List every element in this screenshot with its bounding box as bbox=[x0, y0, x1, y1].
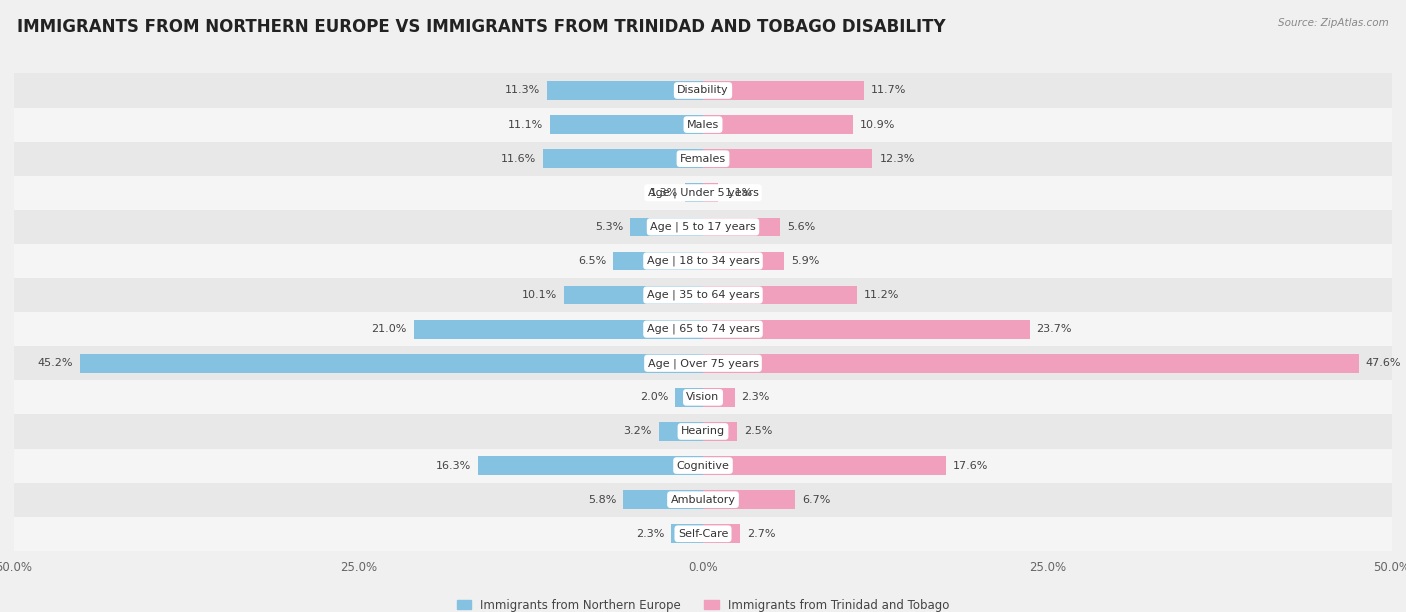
Bar bbox=[14, 449, 1392, 483]
Text: 21.0%: 21.0% bbox=[371, 324, 406, 334]
Text: 3.2%: 3.2% bbox=[624, 427, 652, 436]
Text: IMMIGRANTS FROM NORTHERN EUROPE VS IMMIGRANTS FROM TRINIDAD AND TOBAGO DISABILIT: IMMIGRANTS FROM NORTHERN EUROPE VS IMMIG… bbox=[17, 18, 945, 36]
Bar bbox=[550, 115, 703, 134]
Text: 10.1%: 10.1% bbox=[522, 290, 557, 300]
Bar bbox=[14, 73, 1392, 108]
Text: Age | Under 5 years: Age | Under 5 years bbox=[648, 187, 758, 198]
Bar bbox=[80, 354, 703, 373]
Text: 47.6%: 47.6% bbox=[1365, 358, 1402, 368]
Bar bbox=[14, 141, 1392, 176]
Text: Age | 5 to 17 years: Age | 5 to 17 years bbox=[650, 222, 756, 232]
Bar bbox=[14, 517, 1392, 551]
Text: 11.3%: 11.3% bbox=[505, 86, 540, 95]
Text: 10.9%: 10.9% bbox=[860, 119, 896, 130]
Text: 2.3%: 2.3% bbox=[741, 392, 770, 402]
Bar bbox=[703, 217, 780, 236]
Bar bbox=[14, 176, 1392, 210]
Text: 45.2%: 45.2% bbox=[38, 358, 73, 368]
Text: Disability: Disability bbox=[678, 86, 728, 95]
Bar bbox=[703, 388, 735, 407]
Text: Females: Females bbox=[681, 154, 725, 163]
Bar bbox=[675, 388, 703, 407]
Bar bbox=[14, 380, 1392, 414]
Text: Source: ZipAtlas.com: Source: ZipAtlas.com bbox=[1278, 18, 1389, 28]
Bar bbox=[14, 483, 1392, 517]
Text: 2.7%: 2.7% bbox=[747, 529, 776, 539]
Text: 11.7%: 11.7% bbox=[872, 86, 907, 95]
Bar bbox=[685, 184, 703, 202]
Text: 2.0%: 2.0% bbox=[640, 392, 669, 402]
Bar bbox=[703, 252, 785, 271]
Text: Hearing: Hearing bbox=[681, 427, 725, 436]
Text: 6.7%: 6.7% bbox=[803, 494, 831, 505]
Bar bbox=[703, 456, 945, 475]
Text: Cognitive: Cognitive bbox=[676, 461, 730, 471]
Bar bbox=[671, 524, 703, 543]
Bar bbox=[703, 422, 738, 441]
Bar bbox=[703, 490, 796, 509]
Bar bbox=[14, 278, 1392, 312]
Text: 2.5%: 2.5% bbox=[744, 427, 773, 436]
Bar bbox=[14, 244, 1392, 278]
Text: 1.3%: 1.3% bbox=[650, 188, 678, 198]
Bar bbox=[478, 456, 703, 475]
Text: Ambulatory: Ambulatory bbox=[671, 494, 735, 505]
Bar bbox=[564, 286, 703, 304]
Bar bbox=[703, 320, 1029, 338]
Text: 5.6%: 5.6% bbox=[787, 222, 815, 232]
Bar bbox=[14, 312, 1392, 346]
Text: 11.6%: 11.6% bbox=[501, 154, 536, 163]
Text: Self-Care: Self-Care bbox=[678, 529, 728, 539]
Text: 16.3%: 16.3% bbox=[436, 461, 471, 471]
Text: 17.6%: 17.6% bbox=[952, 461, 988, 471]
Bar bbox=[659, 422, 703, 441]
Bar bbox=[543, 149, 703, 168]
Text: Vision: Vision bbox=[686, 392, 720, 402]
Text: 11.2%: 11.2% bbox=[865, 290, 900, 300]
Bar bbox=[703, 149, 873, 168]
Text: 5.8%: 5.8% bbox=[588, 494, 616, 505]
Bar bbox=[703, 184, 718, 202]
Bar bbox=[623, 490, 703, 509]
Text: 5.9%: 5.9% bbox=[792, 256, 820, 266]
Text: 12.3%: 12.3% bbox=[879, 154, 915, 163]
Bar bbox=[703, 286, 858, 304]
Bar bbox=[703, 115, 853, 134]
Text: 6.5%: 6.5% bbox=[578, 256, 606, 266]
Bar bbox=[14, 108, 1392, 141]
Bar bbox=[547, 81, 703, 100]
Bar bbox=[703, 524, 740, 543]
Bar bbox=[703, 81, 865, 100]
Text: 1.1%: 1.1% bbox=[725, 188, 754, 198]
Text: Age | Over 75 years: Age | Over 75 years bbox=[648, 358, 758, 368]
Legend: Immigrants from Northern Europe, Immigrants from Trinidad and Tobago: Immigrants from Northern Europe, Immigra… bbox=[457, 599, 949, 612]
Bar bbox=[630, 217, 703, 236]
Bar bbox=[14, 414, 1392, 449]
Text: 23.7%: 23.7% bbox=[1036, 324, 1071, 334]
Bar bbox=[14, 210, 1392, 244]
Text: Age | 65 to 74 years: Age | 65 to 74 years bbox=[647, 324, 759, 334]
Text: Age | 18 to 34 years: Age | 18 to 34 years bbox=[647, 256, 759, 266]
Bar bbox=[14, 346, 1392, 380]
Bar bbox=[703, 354, 1358, 373]
Bar bbox=[413, 320, 703, 338]
Text: Males: Males bbox=[688, 119, 718, 130]
Text: Age | 35 to 64 years: Age | 35 to 64 years bbox=[647, 290, 759, 300]
Text: 5.3%: 5.3% bbox=[595, 222, 623, 232]
Text: 11.1%: 11.1% bbox=[508, 119, 543, 130]
Text: 2.3%: 2.3% bbox=[636, 529, 665, 539]
Bar bbox=[613, 252, 703, 271]
